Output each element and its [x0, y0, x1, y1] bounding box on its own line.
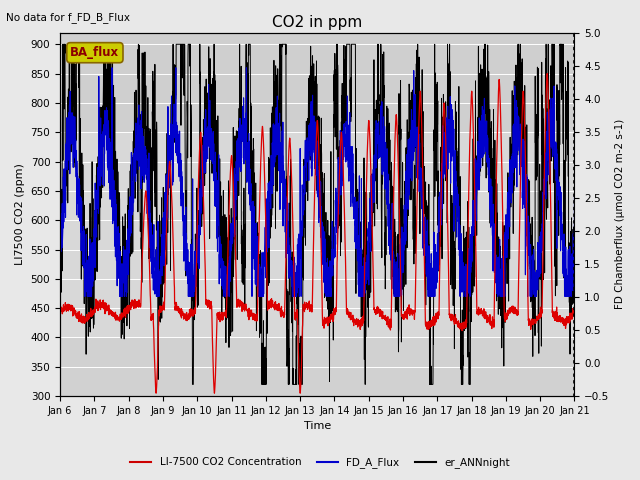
Bar: [60, 33, 575, 132]
Bar: [60, 337, 575, 396]
Text: No data for f_FD_B_Flux: No data for f_FD_B_Flux: [6, 12, 131, 23]
Text: BA_flux: BA_flux: [70, 46, 120, 59]
Y-axis label: FD Chamberflux (μmol CO2 m-2 s-1): FD Chamberflux (μmol CO2 m-2 s-1): [615, 119, 625, 310]
Legend: LI-7500 CO2 Concentration, FD_A_Flux, er_ANNnight: LI-7500 CO2 Concentration, FD_A_Flux, er…: [126, 453, 514, 472]
Y-axis label: LI7500 CO2 (ppm): LI7500 CO2 (ppm): [15, 163, 25, 265]
Title: CO2 in ppm: CO2 in ppm: [272, 15, 362, 30]
X-axis label: Time: Time: [303, 421, 331, 432]
